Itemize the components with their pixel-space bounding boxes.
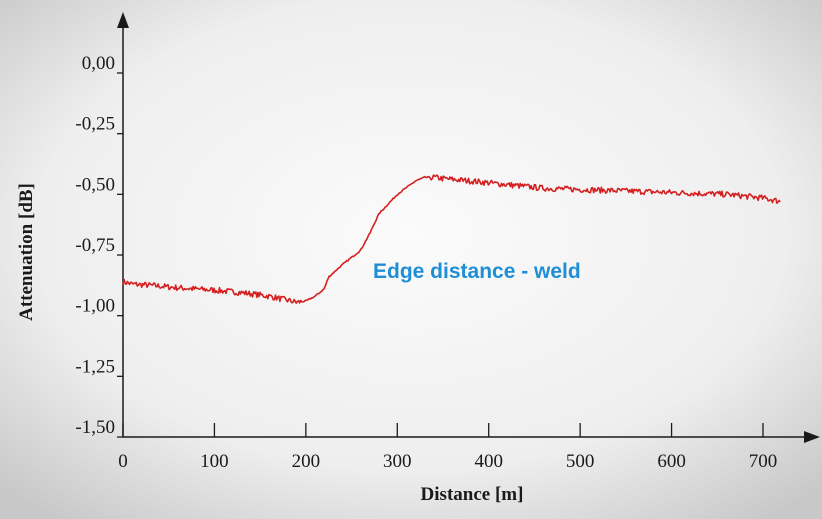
y-tick-label: -1,50 <box>75 417 115 438</box>
x-tick-label: 400 <box>474 451 503 472</box>
ticks: 0 100 200 300 400 500 600 700 0,00 -0,25 -0,50 -0,7… <box>75 53 777 472</box>
x-axis-label: Distance [m] <box>421 484 524 505</box>
x-tick-label: 600 <box>657 451 686 472</box>
y-tick-label: 0,00 <box>82 53 115 74</box>
chart-annotation: Edge distance - weld <box>373 260 581 283</box>
x-tick-label: 100 <box>200 451 229 472</box>
x-tick-label: 500 <box>566 451 595 472</box>
y-tick-label: -1,00 <box>75 296 115 317</box>
axes <box>117 12 820 443</box>
y-tick-label: -0,50 <box>75 174 115 195</box>
y-axis-arrow <box>117 12 129 28</box>
series-group <box>122 174 781 304</box>
x-tick-label: 200 <box>292 451 321 472</box>
y-tick-label: -0,25 <box>75 114 115 135</box>
y-tick-label: -1,25 <box>75 356 115 377</box>
x-tick-label: 700 <box>749 451 778 472</box>
y-axis-label: Attenuation [dB] <box>16 183 37 321</box>
x-tick-label: 300 <box>383 451 412 472</box>
y-tick-label: -0,75 <box>75 235 115 256</box>
series-line <box>122 174 781 304</box>
x-axis-arrow <box>804 431 820 443</box>
x-tick-label: 0 <box>118 451 128 472</box>
